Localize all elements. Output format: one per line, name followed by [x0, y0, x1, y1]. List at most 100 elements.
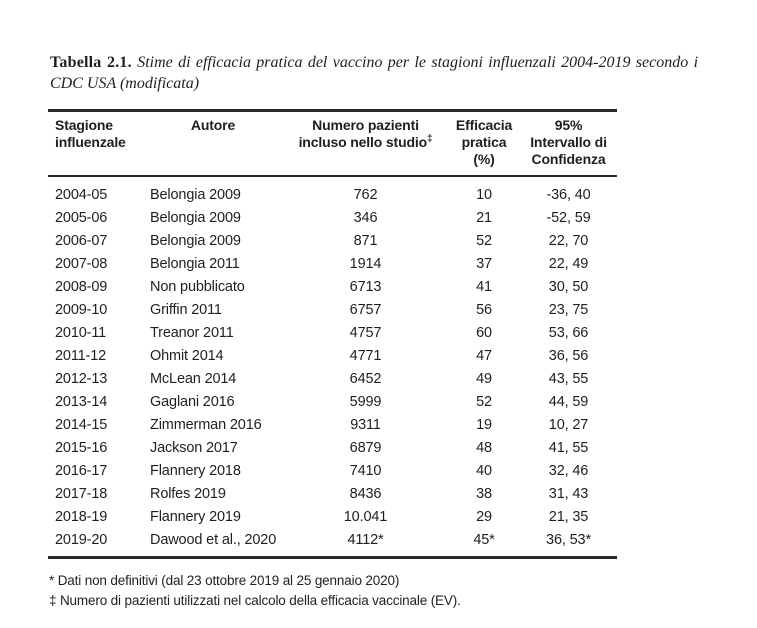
- table-row: 2018-19 Flannery 2019 10.041 29 21, 35: [48, 505, 617, 528]
- cell-patients: 4771: [349, 347, 382, 364]
- cell-confidence: 43, 55: [548, 370, 589, 387]
- cell-season: 2013-14: [55, 393, 108, 410]
- cell-confidence: 41, 55: [548, 439, 589, 456]
- cell-season: 2007-08: [55, 255, 108, 272]
- cell-season: 2008-09: [55, 278, 108, 295]
- table-row: 2007-08 Belongia 2011 1914 37 22, 49: [48, 252, 617, 275]
- table-row: 2019-20 Dawood et al., 2020 4112* 45* 36…: [48, 528, 617, 558]
- cell-patients: 7410: [349, 462, 382, 479]
- column-header-patients: Numero pazienti incluso nello studio‡: [283, 110, 448, 177]
- column-header-season: Stagione influenzale: [48, 110, 143, 177]
- cell-efficacy: 52: [476, 393, 492, 410]
- column-header-author: Autore: [143, 110, 283, 177]
- table-row: 2009-10 Griffin 2011 6757 56 23, 75: [48, 298, 617, 321]
- cell-efficacy: 49: [476, 370, 492, 387]
- cell-efficacy: 40: [476, 462, 492, 479]
- cell-author: McLean 2014: [150, 370, 237, 387]
- cell-season: 2010-11: [55, 324, 107, 341]
- cell-patients: 4112*: [347, 531, 384, 548]
- cell-season: 2017-18: [55, 485, 108, 502]
- cell-confidence: 44, 59: [548, 393, 589, 410]
- cell-efficacy: 60: [476, 324, 492, 341]
- cell-author: Zimmerman 2016: [150, 416, 262, 433]
- cell-efficacy: 56: [476, 301, 492, 318]
- cell-author: Belongia 2011: [150, 255, 240, 272]
- cell-season: 2004-05: [55, 186, 108, 203]
- column-header-efficacy: Efficacia pratica (%): [448, 110, 520, 177]
- table-row: 2017-18 Rolfes 2019 8436 38 31, 43: [48, 482, 617, 505]
- cell-patients: 6452: [349, 370, 382, 387]
- cell-confidence: 10, 27: [548, 416, 589, 433]
- cell-season: 2005-06: [55, 209, 108, 226]
- cell-patients: 1914: [349, 255, 382, 272]
- cell-efficacy: 47: [476, 347, 492, 364]
- cell-author: Dawood et al., 2020: [150, 531, 277, 548]
- cell-confidence: 32, 46: [548, 462, 589, 479]
- cell-author: Jackson 2017: [150, 439, 238, 456]
- cell-season: 2015-16: [55, 439, 108, 456]
- cell-patients: 8436: [349, 485, 382, 502]
- cell-efficacy: 45*: [473, 531, 495, 548]
- cell-season: 2006-07: [55, 232, 108, 249]
- cell-author: Belongia 2009: [150, 186, 241, 203]
- table-row: 2010-11 Treanor 2011 4757 60 53, 66: [48, 321, 617, 344]
- table-row: 2015-16 Jackson 2017 6879 48 41, 55: [48, 436, 617, 459]
- cell-efficacy: 48: [476, 439, 492, 456]
- table-row: 2011-12 Ohmit 2014 4771 47 36, 56: [48, 344, 617, 367]
- cell-author: Treanor 2011: [150, 324, 234, 341]
- document-page: Tabella 2.1. Stime di efficacia pratica …: [48, 52, 757, 611]
- cell-confidence: 22, 49: [548, 255, 589, 272]
- table-row: 2008-09 Non pubblicato 6713 41 30, 50: [48, 275, 617, 298]
- footnotes-block: * Dati non definitivi (dal 23 ottobre 20…: [49, 571, 757, 611]
- cell-efficacy: 41: [476, 278, 492, 295]
- cell-efficacy: 37: [476, 255, 492, 272]
- table-header: Stagione influenzale Autore Numero pazie…: [48, 110, 617, 177]
- cell-season: 2018-19: [55, 508, 108, 525]
- cell-confidence: -36, 40: [546, 186, 591, 203]
- cell-author: Belongia 2009: [150, 209, 241, 226]
- table-caption-title: Stime di efficacia pratica del vaccino p…: [50, 54, 699, 92]
- cell-confidence: 53, 66: [548, 324, 589, 341]
- cell-season: 2014-15: [55, 416, 108, 433]
- cell-confidence: 30, 50: [548, 278, 589, 295]
- cell-confidence: 22, 70: [548, 232, 589, 249]
- cell-efficacy: 21: [476, 209, 492, 226]
- cell-confidence: -52, 59: [546, 209, 591, 226]
- cell-patients: 346: [353, 209, 378, 226]
- table-row: 2014-15 Zimmerman 2016 9311 19 10, 27: [48, 413, 617, 436]
- cell-author: Ohmit 2014: [150, 347, 224, 364]
- table-row: 2012-13 McLean 2014 6452 49 43, 55: [48, 367, 617, 390]
- cell-season: 2012-13: [55, 370, 108, 387]
- table-row: 2013-14 Gaglani 2016 5999 52 44, 59: [48, 390, 617, 413]
- cell-patients: 4757: [349, 324, 382, 341]
- cell-patients: 762: [353, 186, 378, 203]
- footnote-double-dagger: ‡ Numero di pazienti utilizzati nel calc…: [49, 593, 461, 608]
- cell-confidence: 36, 56: [548, 347, 589, 364]
- double-dagger-symbol: ‡: [427, 133, 433, 145]
- cell-author: Flannery 2018: [150, 462, 241, 479]
- cell-patients: 871: [353, 232, 378, 249]
- cell-season: 2019-20: [55, 531, 108, 548]
- cell-efficacy: 38: [476, 485, 492, 502]
- table-header-row: Stagione influenzale Autore Numero pazie…: [48, 110, 617, 177]
- table-caption-number: Tabella 2.1.: [50, 54, 132, 71]
- cell-author: Belongia 2009: [150, 232, 241, 249]
- table-row: 2006-07 Belongia 2009 871 52 22, 70: [48, 229, 617, 252]
- cell-season: 2011-12: [55, 347, 107, 364]
- cell-author: Flannery 2019: [150, 508, 241, 525]
- cell-author: Gaglani 2016: [150, 393, 235, 410]
- table-row: 2005-06 Belongia 2009 346 21 -52, 59: [48, 206, 617, 229]
- cell-efficacy: 10: [476, 186, 492, 203]
- table-row: 2004-05 Belongia 2009 762 10 -36, 40: [48, 176, 617, 206]
- table-body: 2004-05 Belongia 2009 762 10 -36, 40 200…: [48, 176, 617, 558]
- cell-patients: 6757: [349, 301, 382, 318]
- cell-confidence: 36, 53*: [546, 531, 591, 548]
- column-header-patients-text: Numero pazienti incluso nello studio: [298, 117, 428, 150]
- cell-patients: 10.041: [343, 508, 388, 525]
- cell-author: Griffin 2011: [150, 301, 222, 318]
- cell-confidence: 21, 35: [548, 508, 589, 525]
- table-row: 2016-17 Flannery 2018 7410 40 32, 46: [48, 459, 617, 482]
- cell-confidence: 31, 43: [548, 485, 589, 502]
- cell-efficacy: 29: [476, 508, 492, 525]
- table-caption: Tabella 2.1. Stime di efficacia pratica …: [50, 52, 698, 94]
